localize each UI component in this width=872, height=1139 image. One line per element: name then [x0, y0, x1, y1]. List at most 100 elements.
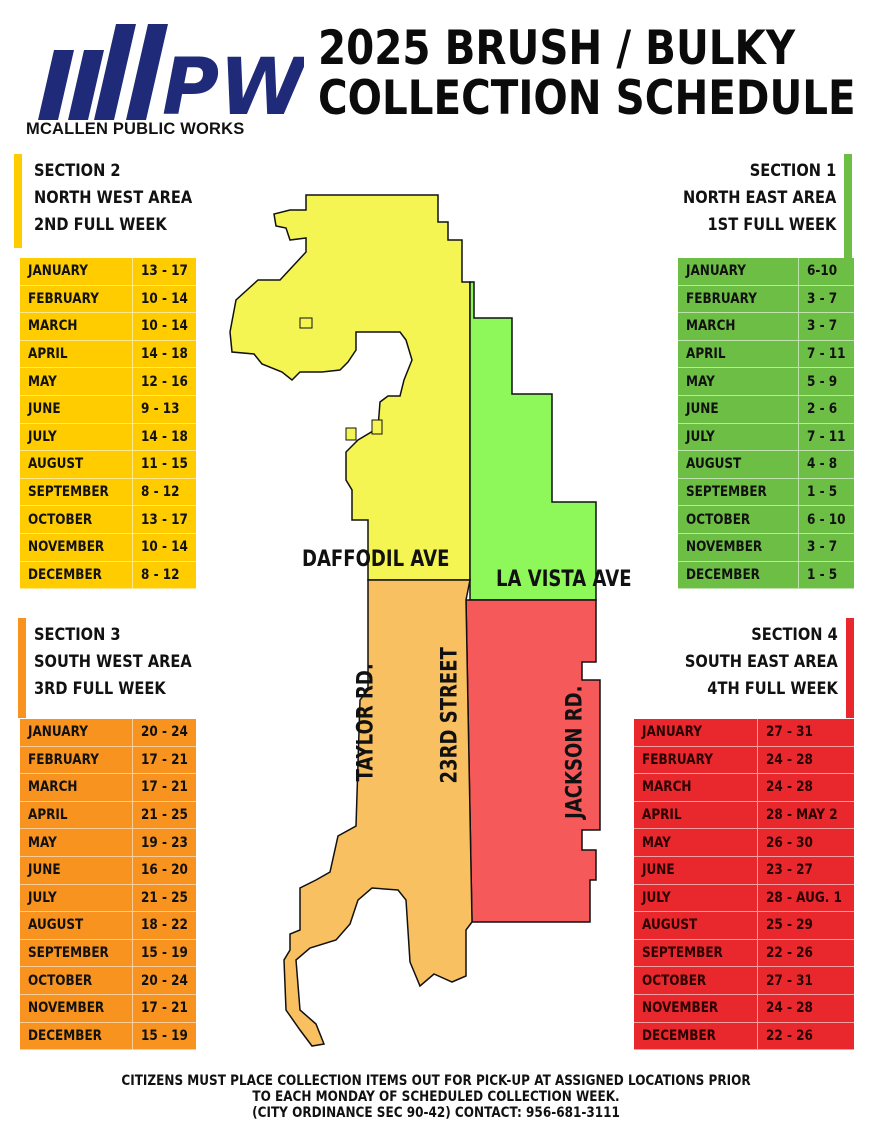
section-3-header: SECTION 3 SOUTH WEST AREA 3RD FULL WEEK: [34, 622, 217, 703]
section-2-accent-bar: [14, 154, 22, 248]
schedule-row: OCTOBER 27 - 31: [634, 966, 854, 995]
schedule-month-label: JANUARY: [28, 263, 88, 280]
schedule-month: JANUARY: [678, 258, 799, 286]
schedule-dates-label: 28 - AUG. 1: [765, 889, 842, 906]
schedule-month-label: APRIL: [642, 807, 682, 824]
schedule-row: JULY 28 - AUG. 1: [634, 884, 854, 913]
section-3-accent-bar: [18, 618, 26, 718]
schedule-dates-label: 24 - 28: [765, 1000, 813, 1017]
schedule-dates-label: 8 - 12: [141, 566, 180, 583]
schedule-row: NOVEMBER 17 - 21: [20, 994, 196, 1023]
schedule-dates: 6-10: [798, 258, 854, 286]
schedule-month-label: APRIL: [28, 346, 68, 363]
section-2-area: [229, 194, 471, 581]
schedule-dates: 3 - 7: [798, 285, 854, 314]
schedule-month-label: JULY: [642, 889, 671, 906]
schedule-month: APRIL: [20, 340, 133, 369]
schedule-month: OCTOBER: [634, 966, 758, 995]
schedule-row: SEPTEMBER 8 - 12: [20, 478, 196, 507]
schedule-dates-label: 20 - 24: [141, 724, 189, 741]
schedule-month: MAY: [634, 828, 758, 857]
schedule-dates-label: 5 - 9: [807, 373, 838, 390]
schedule-dates: 28 - MAY 2: [756, 801, 854, 830]
schedule-dates: 24 - 28: [756, 994, 854, 1023]
schedule-row: APRIL 28 - MAY 2: [634, 801, 854, 830]
schedule-row: FEBRUARY 17 - 21: [20, 746, 196, 775]
label-daffodil-ave: DAFFODIL AVE: [302, 547, 450, 572]
schedule-dates-label: 6 - 10: [807, 511, 846, 528]
schedule-month-label: MARCH: [28, 779, 78, 796]
schedule-row: JANUARY 13 - 17: [20, 258, 196, 286]
schedule-dates: 17 - 21: [132, 994, 196, 1023]
schedule-month-label: FEBRUARY: [28, 751, 99, 768]
schedule-dates-label: 3 - 7: [807, 539, 838, 556]
schedule-row: DECEMBER 8 - 12: [20, 561, 196, 590]
schedule-month: NOVEMBER: [634, 994, 758, 1023]
schedule-month: MARCH: [634, 773, 758, 802]
schedule-month-label: SEPTEMBER: [642, 945, 723, 962]
schedule-row: JUNE 23 - 27: [634, 856, 854, 885]
schedule-month-label: MAY: [28, 834, 57, 851]
schedule-row: AUGUST 4 - 8: [678, 450, 854, 479]
schedule-dates-label: 16 - 20: [141, 862, 189, 879]
schedule-month: JANUARY: [634, 719, 758, 747]
schedule-row: JULY 14 - 18: [20, 423, 196, 452]
schedule-month: MARCH: [20, 312, 133, 341]
schedule-row: NOVEMBER 3 - 7: [678, 533, 854, 562]
schedule-month: NOVEMBER: [20, 994, 133, 1023]
schedule-dates-label: 22 - 26: [765, 945, 813, 962]
schedule-month: AUGUST: [20, 450, 133, 479]
schedule-dates: 19 - 23: [132, 828, 196, 857]
schedule-month: AUGUST: [678, 450, 799, 479]
schedule-row: JANUARY 27 - 31: [634, 719, 854, 747]
schedule-dates-label: 9 - 13: [141, 401, 180, 418]
schedule-month-label: JANUARY: [686, 263, 746, 280]
label-jackson-rd: JACKSON RD.: [562, 685, 588, 819]
schedule-dates-label: 2 - 6: [807, 401, 838, 418]
schedule-dates-label: 4 - 8: [807, 456, 838, 473]
schedule-month: DECEMBER: [20, 1022, 133, 1051]
logo-pw-text: PW: [162, 43, 304, 122]
schedule-dates: 27 - 31: [756, 966, 854, 995]
section-3-area-name: SOUTH WEST AREA: [34, 652, 192, 672]
schedule-dates-label: 22 - 26: [765, 1027, 813, 1044]
schedule-row: JULY 7 - 11: [678, 423, 854, 452]
schedule-dates: 20 - 24: [132, 966, 196, 995]
section-4-area: [465, 599, 601, 923]
schedule-dates: 3 - 7: [798, 312, 854, 341]
schedule-month-label: DECEMBER: [686, 566, 760, 583]
schedule-month-label: SEPTEMBER: [686, 484, 767, 501]
section-4-week: 4TH FULL WEEK: [707, 679, 838, 699]
schedule-month-label: JULY: [28, 889, 57, 906]
schedule-month-label: AUGUST: [686, 456, 742, 473]
schedule-row: AUGUST 25 - 29: [634, 911, 854, 940]
mcallen-public-works-logo: PW MCALLEN PUBLIC WORKS: [24, 22, 304, 140]
schedule-row: MARCH 3 - 7: [678, 312, 854, 341]
schedule-row: MAY 5 - 9: [678, 367, 854, 396]
schedule-row: MAY 19 - 23: [20, 828, 196, 857]
schedule-dates: 13 - 17: [132, 258, 196, 286]
section-3-area: [283, 579, 473, 1047]
section-3-schedule-table: JANUARY 20 - 24 FEBRUARY 17 - 21 MARCH 17 - 2…: [20, 719, 196, 1051]
schedule-row: MARCH 10 - 14: [20, 312, 196, 341]
section-4-accent-bar: [846, 618, 854, 718]
schedule-month: FEBRUARY: [678, 285, 799, 314]
schedule-dates-label: 8 - 12: [141, 484, 180, 501]
schedule-dates-label: 7 - 11: [807, 428, 846, 445]
map-island: [299, 317, 313, 329]
schedule-dates-label: 25 - 29: [765, 917, 813, 934]
logo-caption: MCALLEN PUBLIC WORKS: [26, 120, 245, 138]
schedule-row: OCTOBER 20 - 24: [20, 966, 196, 995]
schedule-month: MAY: [20, 367, 133, 396]
schedule-dates-label: 12 - 16: [141, 373, 189, 390]
schedule-month: FEBRUARY: [20, 746, 133, 775]
section-2-header: SECTION 2 NORTH WEST AREA 2ND FULL WEEK: [34, 158, 218, 239]
schedule-row: FEBRUARY 10 - 14: [20, 285, 196, 314]
schedule-dates: 1 - 5: [798, 561, 854, 590]
map-island: [345, 427, 357, 441]
schedule-month: MAY: [20, 828, 133, 857]
schedule-month: DECEMBER: [678, 561, 799, 590]
schedule-month-label: APRIL: [28, 807, 68, 824]
schedule-row: DECEMBER 1 - 5: [678, 561, 854, 590]
section-4-header: SECTION 4 SOUTH EAST AREA 4TH FULL WEEK: [660, 622, 838, 703]
